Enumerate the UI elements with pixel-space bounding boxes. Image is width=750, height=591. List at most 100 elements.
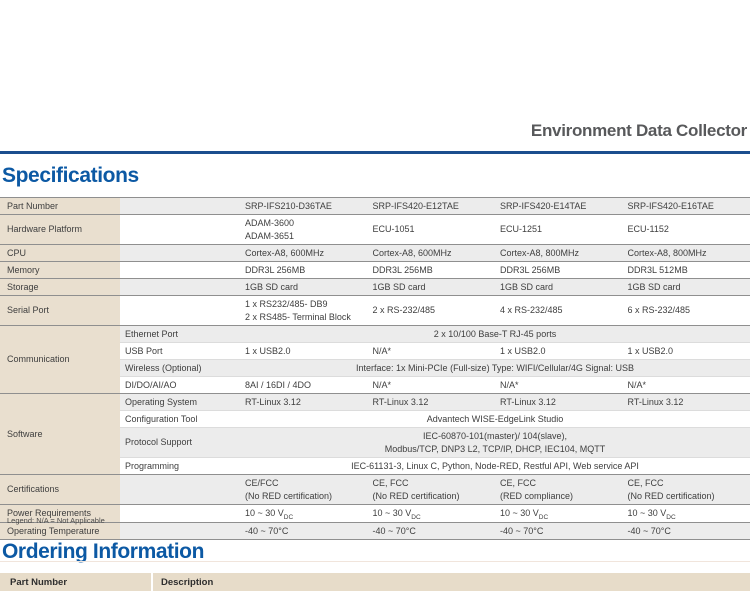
- spec-value-cell: N/A*: [500, 379, 519, 390]
- spec-value-cell: N/A*: [372, 345, 392, 356]
- spec-value-cell: DDR3L 256MB: [245, 264, 306, 275]
- spec-group-rows: SRP-IFS210-D36TAE SRP-IFS420-E12TAE SRP-IF…: [120, 198, 750, 214]
- spec-row: USB Port 1 x USB2.0 N/A* 1 x USB2.0 1 x USB2…: [120, 342, 750, 359]
- spec-value-cell: Cortex-A8, 800MHz: [627, 247, 707, 258]
- spec-value-cell: SRP-IFS420-E12TAE: [372, 200, 459, 211]
- spec-value-cell: 1 x RS232/485- DB9 2 x RS485- Terminal Bl…: [245, 298, 351, 322]
- spec-value-cell: RT-Linux 3.12: [245, 396, 301, 407]
- spec-row: SRP-IFS210-D36TAE SRP-IFS420-E12TAE SRP-IF…: [120, 198, 750, 214]
- spec-row: Configuration Tool Advantech WISE-EdgeLin…: [120, 410, 750, 427]
- spec-subrow-label: [120, 198, 240, 214]
- spec-value-cell: 2 x RS-232/485: [372, 305, 436, 315]
- spec-value-cell: -40 ~ 70°C: [500, 525, 544, 536]
- spec-value-cell: N/A*: [372, 379, 392, 390]
- spec-group-label: Communication: [0, 326, 120, 393]
- spec-group-label: Hardware Platform: [0, 215, 120, 244]
- spec-subrow-label: Wireless (Optional): [125, 362, 202, 373]
- spec-group: Memory DDR3L 256MB DDR3L 256MB DDR3L 256MB D…: [0, 261, 750, 278]
- spec-value-cell: -40 ~ 70°C: [372, 525, 416, 536]
- spec-group-rows: DDR3L 256MB DDR3L 256MB DDR3L 256MB DDR3L 5…: [120, 262, 750, 278]
- spec-group: Part Number SRP-IFS210-D36TAE SRP-IFS420-E…: [0, 197, 750, 214]
- ordering-col-part-number: Part Number: [0, 573, 153, 591]
- spec-group-rows: ADAM-3600 ADAM-3651 ECU-1051 ECU-1251 ECU-11…: [120, 215, 750, 244]
- spec-span-value: 2 x 10/100 Base-T RJ-45 ports: [433, 328, 557, 339]
- spec-value-cell: -40 ~ 70°C: [245, 525, 289, 536]
- spec-value-cell: 1 x USB2.0: [500, 345, 546, 356]
- spec-row: Cortex-A8, 600MHz Cortex-A8, 600MHz Cortex…: [120, 245, 750, 261]
- ordering-heading-rule: [0, 561, 750, 562]
- spec-group: Software Operating System RT-Linux 3.12 RT-…: [0, 393, 750, 474]
- spec-value-cell: CE, FCC (No RED certification): [372, 477, 460, 501]
- spec-subrow-label: DI/DO/AI/AO: [125, 379, 177, 390]
- ordering-col-description: Description: [161, 576, 214, 588]
- spec-subrow-label: [120, 475, 240, 504]
- spec-group: Power Requirements 10 ~ 30 VDC 10 ~ 30 VDC…: [0, 504, 750, 523]
- spec-value-cell: CE, FCC (No RED certification): [627, 477, 715, 501]
- spec-span-value: IEC-60870-101(master)/ 104(slave), Modbus…: [384, 430, 606, 454]
- spec-value-cell: Cortex-A8, 600MHz: [372, 247, 452, 258]
- spec-value-cell: 1 x USB2.0: [245, 345, 291, 356]
- spec-value-cell: 4 x RS-232/485: [500, 305, 563, 315]
- section-title-ordering: Ordering Information: [2, 540, 205, 563]
- spec-value-cell: CE, FCC (RED compliance): [500, 477, 574, 501]
- ordering-table-header: Part Number Description: [0, 573, 750, 591]
- spec-row: Operating System RT-Linux 3.12 RT-Linux 3.…: [120, 394, 750, 410]
- spec-group: Operating Temperature -40 ~ 70°C -40 ~ 70°…: [0, 522, 750, 540]
- spec-value-cell: -40 ~ 70°C: [627, 525, 671, 536]
- spec-value-cell: 1GB SD card: [245, 281, 299, 292]
- spec-group-rows: Operating System RT-Linux 3.12 RT-Linux 3.…: [120, 394, 750, 474]
- spec-group: CPU Cortex-A8, 600MHz Cortex-A8, 600MHz Cor…: [0, 244, 750, 261]
- spec-subrow-label: [120, 279, 240, 295]
- spec-group-label: Storage: [0, 279, 120, 295]
- spec-group: Certifications CE/FCC (No RED certificatio…: [0, 474, 750, 504]
- spec-value-cell: SRP-IFS210-D36TAE: [245, 200, 332, 211]
- spec-row: 10 ~ 30 VDC 10 ~ 30 VDC 10 ~ 30 VDC 10 ~ 30…: [120, 505, 750, 522]
- spec-value-cell: 10 ~ 30 VDC: [245, 507, 294, 521]
- spec-subrow-label: USB Port: [125, 345, 163, 356]
- legend-note: Legend: N/A = Not Applicable: [7, 516, 105, 525]
- spec-group: Communication Ethernet Port 2 x 10/100 Bas…: [0, 325, 750, 393]
- spec-row: Protocol Support IEC-60870-101(master)/ 1…: [120, 427, 750, 457]
- spec-group: Hardware Platform ADAM-3600 ADAM-3651 ECU-1…: [0, 214, 750, 244]
- spec-group-label: Certifications: [0, 475, 120, 504]
- spec-value-cell: 10 ~ 30 VDC: [627, 507, 676, 521]
- spec-value-cell: 1GB SD card: [372, 281, 426, 292]
- spec-group-rows: Cortex-A8, 600MHz Cortex-A8, 600MHz Cortex…: [120, 245, 750, 261]
- spec-value-cell: RT-Linux 3.12: [372, 396, 429, 407]
- header-rule: [0, 151, 750, 154]
- spec-group-rows: 1 x RS232/485- DB9 2 x RS485- Terminal Bl…: [120, 296, 750, 325]
- spec-subrow-label: [120, 523, 240, 539]
- spec-group-label: Serial Port: [0, 296, 120, 325]
- spec-group-label: Memory: [0, 262, 120, 278]
- spec-value-cell: CE/FCC (No RED certification): [245, 477, 333, 501]
- spec-row: 1 x RS232/485- DB9 2 x RS485- Terminal Bl…: [120, 296, 750, 325]
- spec-span-value: IEC-61131-3, Linux C, Python, Node-RED, …: [351, 460, 639, 471]
- spec-subrow-label: [120, 505, 240, 522]
- spec-group-label: Software: [0, 394, 120, 474]
- spec-value-cell: RT-Linux 3.12: [500, 396, 556, 407]
- spec-group: Storage 1GB SD card 1GB SD card 1GB SD card…: [0, 278, 750, 295]
- spec-row: Wireless (Optional) Interface: 1x Mini-PC…: [120, 359, 750, 376]
- spec-row: CE/FCC (No RED certification) CE, FCC (No R…: [120, 475, 750, 504]
- spec-value-cell: Cortex-A8, 600MHz: [245, 247, 325, 258]
- spec-value-cell: 1GB SD card: [627, 281, 681, 292]
- spec-value-cell: 1GB SD card: [500, 281, 554, 292]
- spec-value-cell: 10 ~ 30 VDC: [372, 507, 421, 521]
- spec-subrow-label: [120, 245, 240, 261]
- spec-group: Serial Port 1 x RS232/485- DB9 2 x RS485- …: [0, 295, 750, 325]
- spec-group-rows: 10 ~ 30 VDC 10 ~ 30 VDC 10 ~ 30 VDC 10 ~ 30…: [120, 505, 750, 522]
- page-title: Environment Data Collector: [530, 121, 747, 140]
- spec-row: 1GB SD card 1GB SD card 1GB SD card 1GB SD …: [120, 279, 750, 295]
- spec-row: ADAM-3600 ADAM-3651 ECU-1051 ECU-1251 ECU-11…: [120, 215, 750, 244]
- spec-row: Programming IEC-61131-3, Linux C, Python,…: [120, 457, 750, 474]
- spec-subrow-label: Programming: [125, 460, 180, 471]
- spec-value-cell: SRP-IFS420-E16TAE: [627, 200, 714, 211]
- spec-group-label: Power Requirements: [0, 505, 120, 523]
- spec-subrow-label: Protocol Support: [125, 437, 193, 447]
- spec-subrow-label: [120, 215, 240, 244]
- spec-group-rows: 1GB SD card 1GB SD card 1GB SD card 1GB SD …: [120, 279, 750, 295]
- spec-group-label: Operating Temperature: [0, 523, 120, 540]
- spec-value-cell: 1 x USB2.0: [627, 345, 674, 356]
- spec-span-value: Advantech WISE-EdgeLink Studio: [426, 413, 564, 424]
- spec-row: -40 ~ 70°C -40 ~ 70°C -40 ~ 70°C -40 ~ 70°C: [120, 523, 750, 540]
